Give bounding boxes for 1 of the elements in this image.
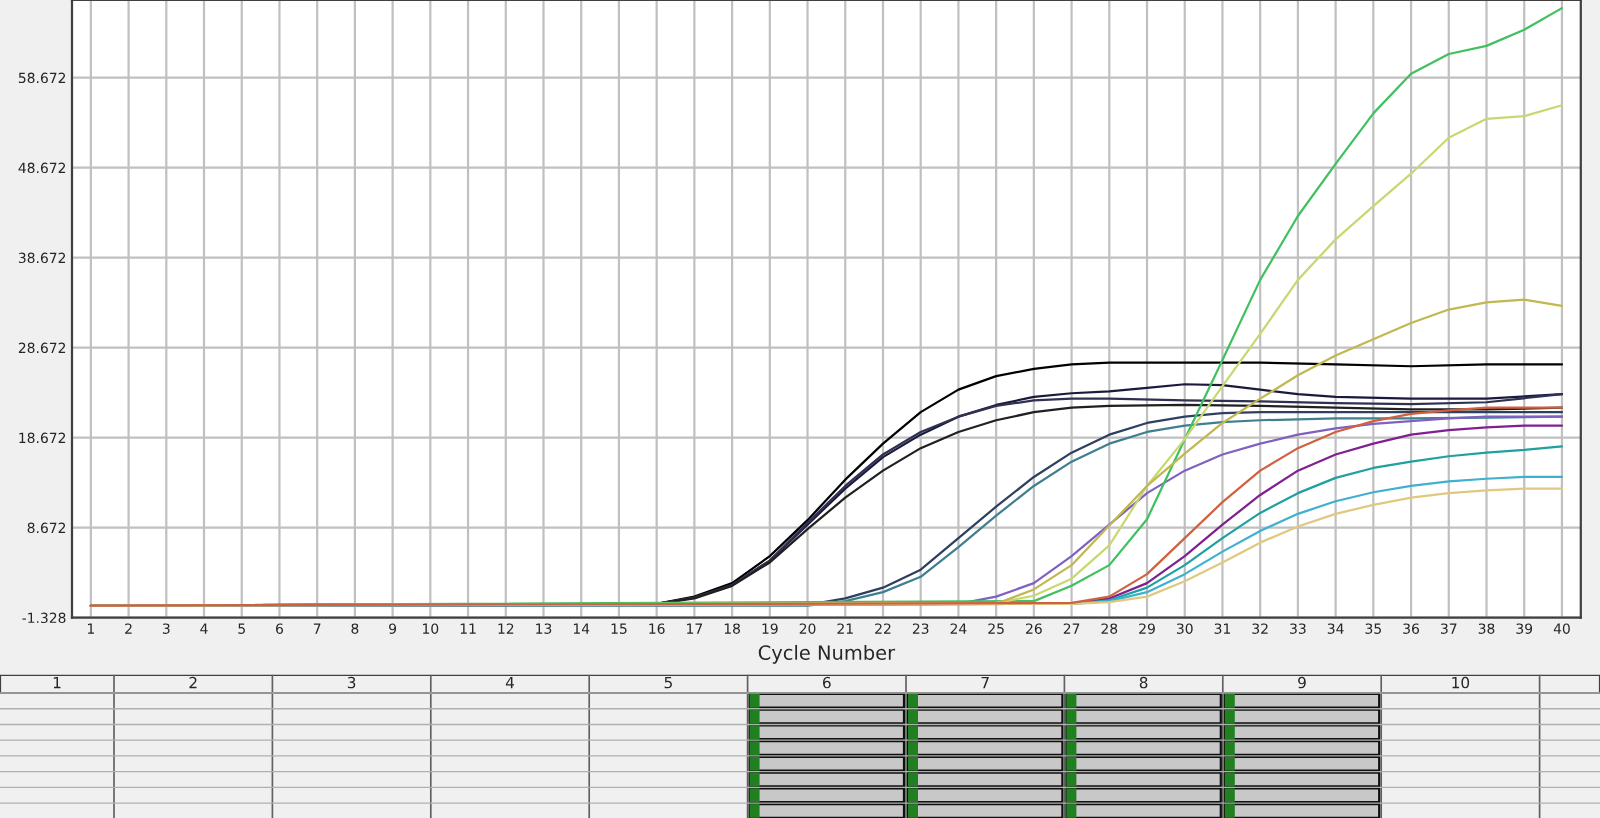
x-axis-title: Cycle Number bbox=[758, 644, 896, 664]
